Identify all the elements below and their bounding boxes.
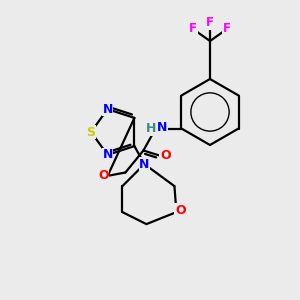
Text: N: N [102, 148, 113, 161]
Text: S: S [86, 125, 95, 139]
Text: F: F [206, 16, 214, 29]
Text: F: F [223, 22, 231, 35]
Text: N: N [139, 158, 150, 171]
Text: O: O [175, 204, 186, 217]
Text: N: N [157, 121, 168, 134]
Text: F: F [189, 22, 197, 35]
Text: O: O [98, 169, 109, 182]
Text: N: N [102, 103, 113, 116]
Text: H: H [146, 122, 157, 135]
Text: O: O [160, 149, 171, 162]
